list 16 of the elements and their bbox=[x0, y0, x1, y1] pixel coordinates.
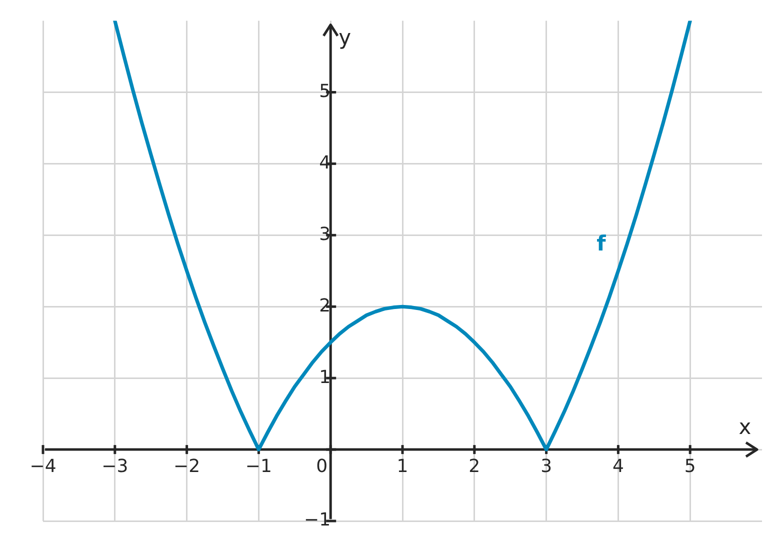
x-tick-label: −3 bbox=[102, 456, 128, 478]
x-tick-label: 5 bbox=[684, 456, 696, 478]
x-tick-label: 0 bbox=[316, 456, 328, 478]
y-tick-label: 1 bbox=[319, 366, 331, 388]
y-axis-title: y bbox=[338, 25, 352, 50]
x-tick-label: 3 bbox=[540, 456, 552, 478]
x-tick-label: −4 bbox=[30, 456, 56, 478]
x-tick-label: 2 bbox=[468, 456, 480, 478]
y-tick-label: −1 bbox=[304, 510, 331, 531]
y-tick-label: 2 bbox=[319, 295, 331, 316]
x-axis-title: x bbox=[738, 414, 752, 439]
x-tick-label: −2 bbox=[174, 456, 200, 478]
series-label: f bbox=[596, 231, 607, 256]
x-tick-label: 1 bbox=[396, 456, 408, 478]
x-tick-label: −1 bbox=[245, 456, 272, 478]
x-tick-label: 4 bbox=[612, 456, 624, 478]
